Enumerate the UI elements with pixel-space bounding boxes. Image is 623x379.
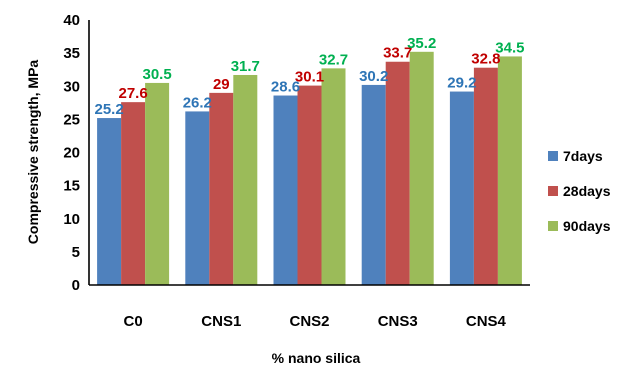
y-tick-label: 30: [63, 78, 80, 95]
legend-swatch-7days: [548, 151, 558, 161]
bar-90days-c0: [145, 82, 170, 285]
bar-7days-cns4: [449, 91, 474, 285]
y-tick-label: 40: [63, 12, 80, 29]
legend-swatch-90days: [548, 221, 558, 231]
x-axis-title: % nano silica: [272, 350, 361, 366]
y-tick-label: 20: [63, 145, 80, 162]
data-label: 26.2: [183, 94, 212, 111]
x-tick-label: CNS3: [378, 313, 418, 330]
bar-7days-cns1: [185, 111, 210, 285]
x-tick-label: CNS2: [289, 313, 329, 330]
bar-90days-cns2: [321, 68, 346, 285]
legend-label-90days: 90days: [563, 218, 611, 234]
legend-swatch-28days: [548, 186, 558, 196]
bar-90days-cns4: [497, 56, 522, 285]
bar-7days-cns2: [273, 95, 298, 286]
bar-28days-cns4: [473, 67, 498, 285]
data-label: 35.2: [407, 35, 436, 52]
data-label: 32.8: [471, 51, 500, 68]
legend: 7days 28days 90days: [548, 148, 611, 234]
data-label: 30.2: [359, 68, 388, 85]
data-label: 30.1: [295, 69, 324, 86]
y-tick-label: 25: [63, 111, 80, 128]
y-tick-label: 35: [63, 45, 80, 62]
bar-28days-cns3: [385, 61, 410, 285]
bar-28days-c0: [121, 102, 146, 286]
y-axis-title: Compressive strength, MPa: [25, 60, 41, 245]
data-label: 27.6: [118, 85, 147, 102]
bar-90days-cns1: [233, 74, 258, 285]
x-tick-label: C0: [124, 313, 143, 330]
x-tick-label: CNS4: [466, 313, 507, 330]
data-label: 29: [213, 76, 230, 93]
x-tick-label: CNS1: [201, 313, 241, 330]
data-label: 28.6: [271, 79, 300, 96]
data-label: 29.2: [447, 75, 476, 92]
y-tick-label: 0: [72, 277, 80, 294]
legend-label-28days: 28days: [563, 183, 611, 199]
y-tick-label: 15: [63, 178, 80, 195]
legend-label-7days: 7days: [563, 148, 603, 164]
data-label: 34.5: [495, 39, 524, 56]
data-label: 25.2: [94, 101, 123, 118]
plot-area: 0 5 10 15 20 25 30 35 40 25.227.6 30.5 C0 26.22931.7…: [63, 12, 524, 330]
bar-7days-c0: [97, 118, 122, 285]
bar-7days-cns3: [361, 84, 386, 285]
y-tick-label: 5: [72, 244, 80, 261]
data-label: 32.7: [319, 51, 348, 68]
y-tick-label: 10: [63, 211, 80, 228]
data-label: 31.7: [231, 58, 260, 75]
bar-90days-cns3: [409, 51, 434, 285]
bar-28days-cns2: [297, 85, 322, 286]
data-label: 30.5: [142, 66, 171, 83]
data-label: 33.7: [383, 45, 412, 62]
bar-28days-cns1: [209, 92, 234, 285]
